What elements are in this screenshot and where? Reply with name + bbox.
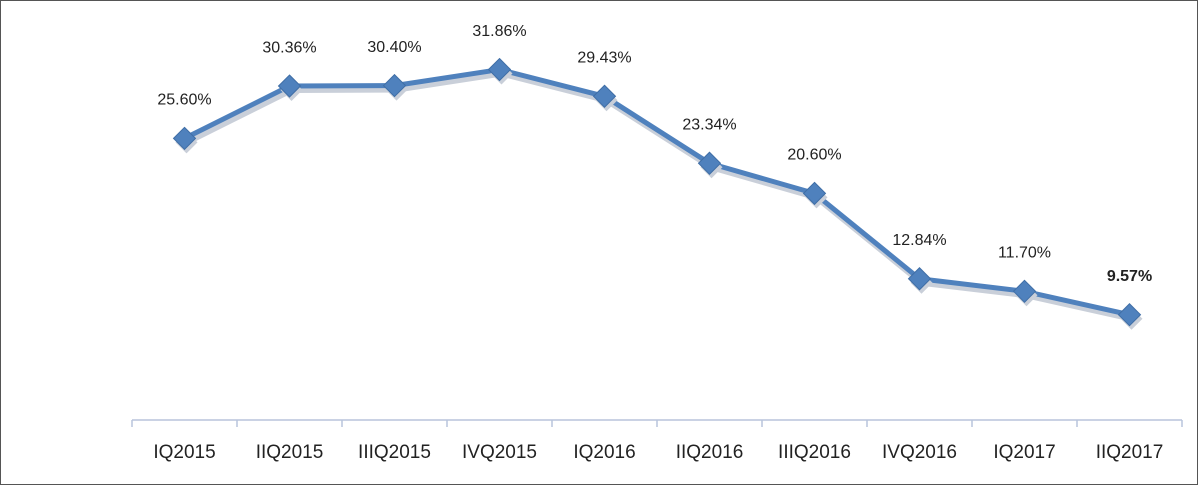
x-tick-label: IIQ2015 [256, 442, 324, 463]
x-tick-label: IIQ2017 [1096, 442, 1164, 463]
marker [907, 267, 932, 291]
x-tick-label: IVQ2016 [882, 442, 957, 463]
line [183, 67, 1131, 318]
data-label: 12.84% [892, 232, 946, 249]
x-tick-label: IIQ2016 [676, 442, 744, 463]
marker [1117, 303, 1142, 327]
x-tick-label: IVQ2015 [462, 442, 537, 463]
data-label: 31.86% [472, 23, 526, 40]
data-label: 25.60% [157, 92, 211, 109]
marker [697, 151, 722, 175]
x-tick-label: IQ2016 [573, 442, 635, 463]
data-label: 30.36% [262, 39, 316, 56]
marker [802, 181, 827, 206]
x-tick-label: IIIQ2016 [778, 442, 851, 463]
data-label: 11.70% [998, 245, 1051, 262]
data-label: 30.40% [367, 39, 421, 56]
marker [382, 73, 407, 98]
marker [592, 84, 617, 108]
marker [172, 126, 197, 151]
marker [487, 57, 512, 82]
x-tick-label: IQ2017 [993, 442, 1055, 463]
marker [277, 74, 302, 98]
data-label: 23.34% [682, 116, 736, 133]
data-label: 29.43% [577, 49, 631, 66]
data-label: 9.57% [1107, 268, 1152, 285]
data-label: 20.60% [787, 147, 841, 164]
x-tick-label: IIIQ2015 [358, 442, 431, 463]
x-tick-label: IQ2015 [153, 442, 215, 463]
marker [1012, 279, 1037, 304]
